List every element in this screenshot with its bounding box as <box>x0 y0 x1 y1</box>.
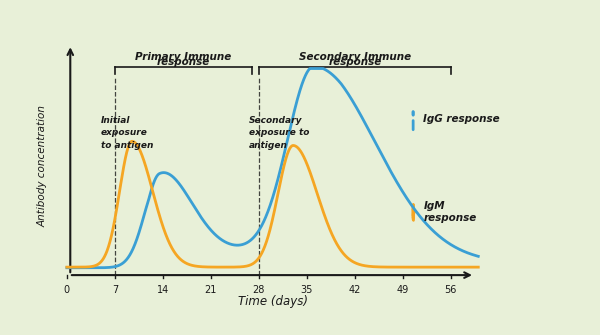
Text: 21: 21 <box>205 284 217 294</box>
Text: antigen: antigen <box>248 141 287 150</box>
Text: Primary Immune: Primary Immune <box>136 52 232 62</box>
Text: Antibody concentration: Antibody concentration <box>38 105 48 227</box>
Text: IgM
response: IgM response <box>424 201 476 223</box>
Text: response: response <box>328 58 382 67</box>
Text: Secondary Immune: Secondary Immune <box>299 52 411 62</box>
Text: Time (days): Time (days) <box>238 295 308 308</box>
Text: to antigen: to antigen <box>101 141 154 150</box>
Text: exposure: exposure <box>101 128 148 137</box>
Text: Secondary: Secondary <box>248 116 302 125</box>
Text: 56: 56 <box>445 284 457 294</box>
Text: exposure to: exposure to <box>248 128 309 137</box>
Text: response: response <box>157 58 210 67</box>
Text: 28: 28 <box>253 284 265 294</box>
Text: 7: 7 <box>112 284 118 294</box>
Text: Initial: Initial <box>101 116 131 125</box>
Text: 49: 49 <box>397 284 409 294</box>
Text: IgG response: IgG response <box>424 114 500 124</box>
Text: 35: 35 <box>301 284 313 294</box>
Text: 0: 0 <box>64 284 70 294</box>
Text: 42: 42 <box>349 284 361 294</box>
Text: 14: 14 <box>157 284 169 294</box>
